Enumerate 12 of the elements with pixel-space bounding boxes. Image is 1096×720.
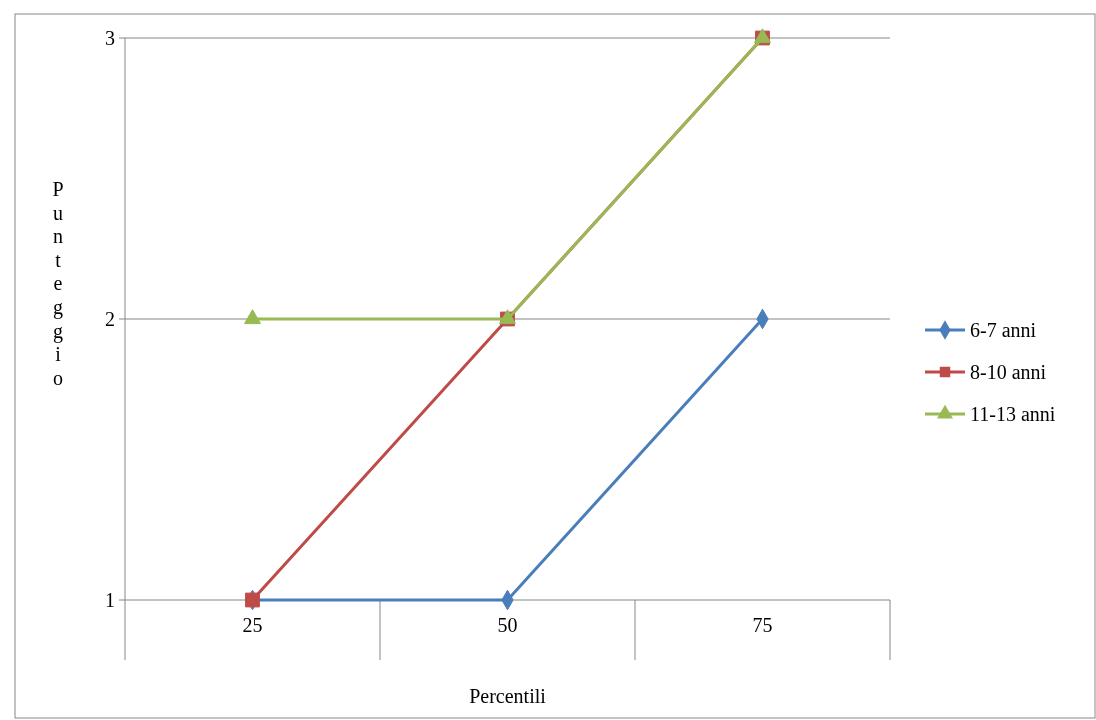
x-tick-label: 25 [242,614,263,636]
legend-label: 8-10 anni [970,361,1047,383]
x-tick-label: 50 [497,614,518,636]
y-tick-label: 2 [105,308,115,330]
legend-label: 6-7 anni [970,319,1037,341]
text: Punteggio [52,178,64,389]
legend-label: 11-13 anni [970,403,1056,425]
y-tick-label: 1 [105,589,115,611]
x-tick-label: 75 [752,614,773,636]
point [244,309,261,325]
y-tick-label: 3 [105,27,115,49]
x-axis-title: Percentili [469,685,547,707]
